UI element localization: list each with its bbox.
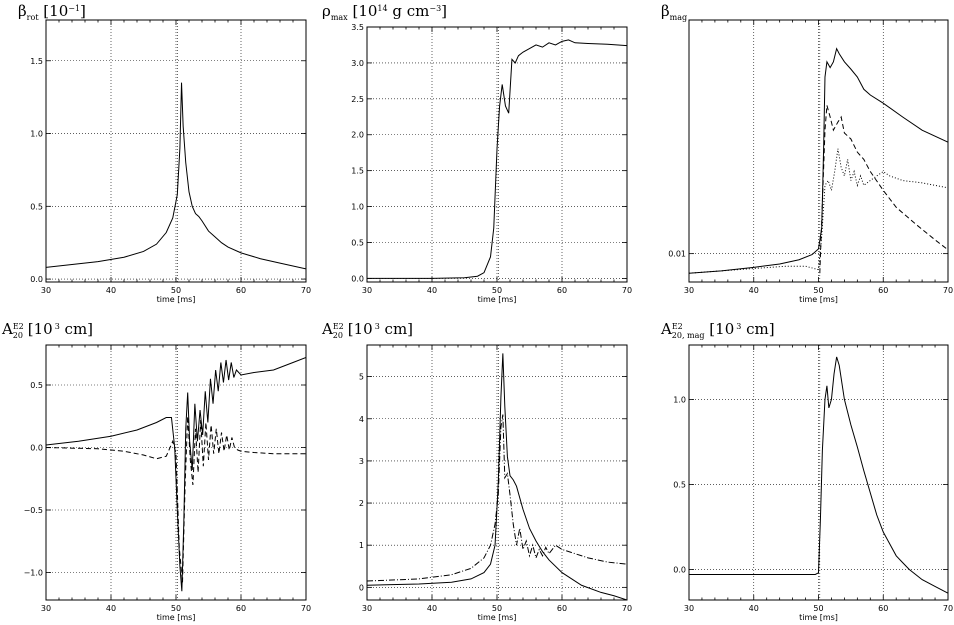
x-axis-label: time [ms] — [157, 295, 196, 304]
x-tick-label: 60 — [236, 604, 246, 613]
x-tick-label: 70 — [943, 286, 953, 295]
series-line-dashed — [819, 105, 948, 274]
y-tick-label: 2.0 — [351, 131, 364, 140]
series-line-dotted — [689, 148, 948, 274]
series-line-solid — [689, 47, 948, 274]
x-tick-label: 40 — [749, 286, 759, 295]
y-tick-label: 0.0 — [673, 565, 686, 574]
x-tick-label: 30 — [41, 604, 51, 613]
series-line-solid — [46, 82, 306, 270]
y-tick-label: 0 — [359, 583, 364, 592]
x-tick-label: 30 — [684, 604, 694, 613]
series-line-solid — [367, 353, 627, 600]
x-axis-label: time [ms] — [799, 613, 838, 622]
series-line-solid — [46, 357, 306, 592]
y-tick-label: 0.5 — [673, 480, 686, 489]
x-tick-label: 60 — [236, 286, 246, 295]
panel-title: βmag — [661, 2, 687, 22]
y-tick-label: 1.0 — [673, 395, 686, 404]
x-tick-label: 30 — [684, 286, 694, 295]
x-tick-label: 70 — [622, 286, 632, 295]
x-tick-label: 50 — [813, 604, 823, 613]
x-axis-label: time [ms] — [478, 613, 517, 622]
x-axis-label: time [ms] — [157, 613, 196, 622]
x-tick-label: 60 — [557, 286, 567, 295]
y-tick-label: −0.5 — [24, 506, 43, 515]
x-tick-label: 60 — [557, 604, 567, 613]
y-tick-label: 0.0 — [30, 275, 43, 284]
x-axis-label: time [ms] — [799, 295, 838, 304]
series-line-dashdot — [367, 414, 627, 582]
y-tick-label: 0.5 — [351, 238, 364, 247]
x-tick-label: 70 — [301, 286, 311, 295]
chart-panel-3: 30 40 50 60 70 0.01 time [ms] βmag — [661, 2, 953, 304]
x-tick-label: 40 — [106, 604, 116, 613]
panel-title: ρmax [1014 g cm−3] — [322, 2, 447, 22]
y-tick-label: 1.0 — [351, 203, 364, 212]
y-tick-label: 1.5 — [351, 167, 364, 176]
y-tick-label: 0.5 — [30, 202, 43, 211]
chart-panel-2: 30 40 50 60 70 0.0 0.5 1.0 1.5 2.0 2.5 3.0 3.5 time [… — [322, 2, 632, 304]
y-tick-label: 3.5 — [351, 23, 364, 32]
x-tick-label: 40 — [427, 286, 437, 295]
y-tick-label: 4 — [359, 415, 364, 424]
x-tick-label: 30 — [362, 286, 372, 295]
chart-panel-6: 30 40 50 60 70 0.0 0.5 1.0 time [ms] AE2 20, mag [… — [660, 320, 953, 622]
x-tick-label: 70 — [301, 604, 311, 613]
panel-title: AE2 20 [10 3 cm] — [1, 320, 93, 340]
y-tick-label: 5 — [359, 373, 364, 382]
x-tick-label: 50 — [492, 604, 502, 613]
y-tick-label: 1.0 — [30, 130, 43, 139]
x-tick-label: 40 — [427, 604, 437, 613]
x-tick-label: 40 — [749, 604, 759, 613]
series-line-solid — [689, 356, 948, 594]
x-tick-label: 30 — [362, 604, 372, 613]
y-tick-label: 0.0 — [30, 444, 43, 453]
x-tick-label: 50 — [171, 286, 181, 295]
series-line-solid — [367, 39, 627, 279]
x-tick-label: 30 — [41, 286, 51, 295]
x-tick-label: 50 — [171, 604, 181, 613]
x-tick-label: 70 — [943, 604, 953, 613]
y-tick-label: 2 — [359, 499, 364, 508]
x-tick-label: 50 — [813, 286, 823, 295]
y-tick-label: 0.01 — [668, 250, 686, 259]
x-tick-label: 60 — [878, 604, 888, 613]
y-tick-label: 3.0 — [351, 59, 364, 68]
x-tick-label: 40 — [106, 286, 116, 295]
y-tick-label: 1.5 — [30, 57, 43, 66]
chart-panel-4: 30 40 50 60 70 −1.0 −0.5 0.0 0.5 time [ms] AE2 20 [… — [1, 320, 311, 622]
y-tick-label: 2.5 — [351, 95, 364, 104]
y-tick-label: 3 — [359, 457, 364, 466]
panel-title: βrot [10−1] — [18, 2, 86, 22]
chart-panel-5: 30 40 50 60 70 0 1 2 3 4 5 time [ms] AE2 20 [10 3 cm] — [321, 320, 632, 622]
series-line-dashed — [46, 416, 306, 583]
y-tick-label: −1.0 — [24, 569, 43, 578]
panel-title: AE2 20 [10 3 cm] — [321, 320, 413, 340]
y-tick-label: 0.0 — [351, 274, 364, 283]
x-axis-label: time [ms] — [478, 295, 517, 304]
x-tick-label: 70 — [622, 604, 632, 613]
panel-title: AE2 20, mag [10 3 cm] — [660, 320, 775, 340]
y-tick-label: 1 — [359, 541, 364, 550]
y-tick-label: 0.5 — [30, 381, 43, 390]
x-tick-label: 60 — [878, 286, 888, 295]
chart-panel-1: 30 40 50 60 70 0.0 0.5 1.0 1.5 time [ms] βrot [10−… — [18, 2, 311, 304]
x-tick-label: 50 — [492, 286, 502, 295]
